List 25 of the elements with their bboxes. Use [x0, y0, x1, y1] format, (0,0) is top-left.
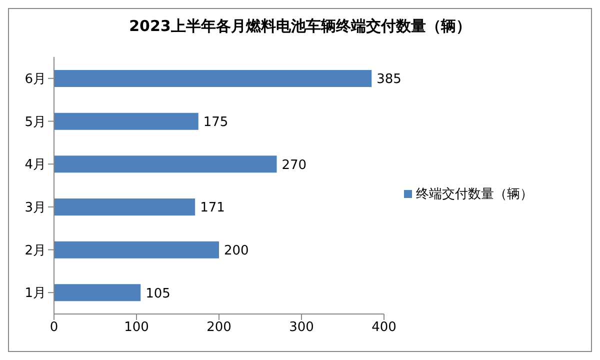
y-tick-label: 4月 — [24, 158, 46, 173]
x-tick-label: 400 — [372, 320, 396, 336]
data-label: 200 — [224, 243, 249, 258]
data-label: 270 — [282, 158, 307, 173]
bar — [54, 112, 198, 130]
x-tick-label: 300 — [289, 320, 314, 336]
chart-title: 2023上半年各月燃料电池车辆终端交付数量（辆） — [128, 17, 472, 37]
legend-label: 终端交付数量（辆） — [416, 187, 533, 202]
bar — [54, 198, 196, 216]
bar — [54, 284, 141, 302]
x-tick-label: 100 — [124, 320, 149, 336]
bar — [54, 70, 372, 87]
bar — [54, 241, 219, 258]
x-tick-label: 200 — [206, 320, 232, 336]
data-label: 385 — [376, 72, 402, 88]
bar — [54, 156, 277, 173]
y-tick-label: 3月 — [24, 200, 46, 216]
y-tick-label: 1月 — [24, 286, 46, 302]
data-label: 105 — [146, 286, 170, 302]
x-tick-label: 0 — [50, 320, 58, 336]
y-tick-label: 6月 — [24, 72, 46, 88]
y-tick-label: 5月 — [24, 114, 46, 130]
y-tick-label: 2月 — [24, 243, 46, 258]
data-label: 171 — [200, 200, 225, 216]
data-label: 175 — [203, 114, 228, 130]
